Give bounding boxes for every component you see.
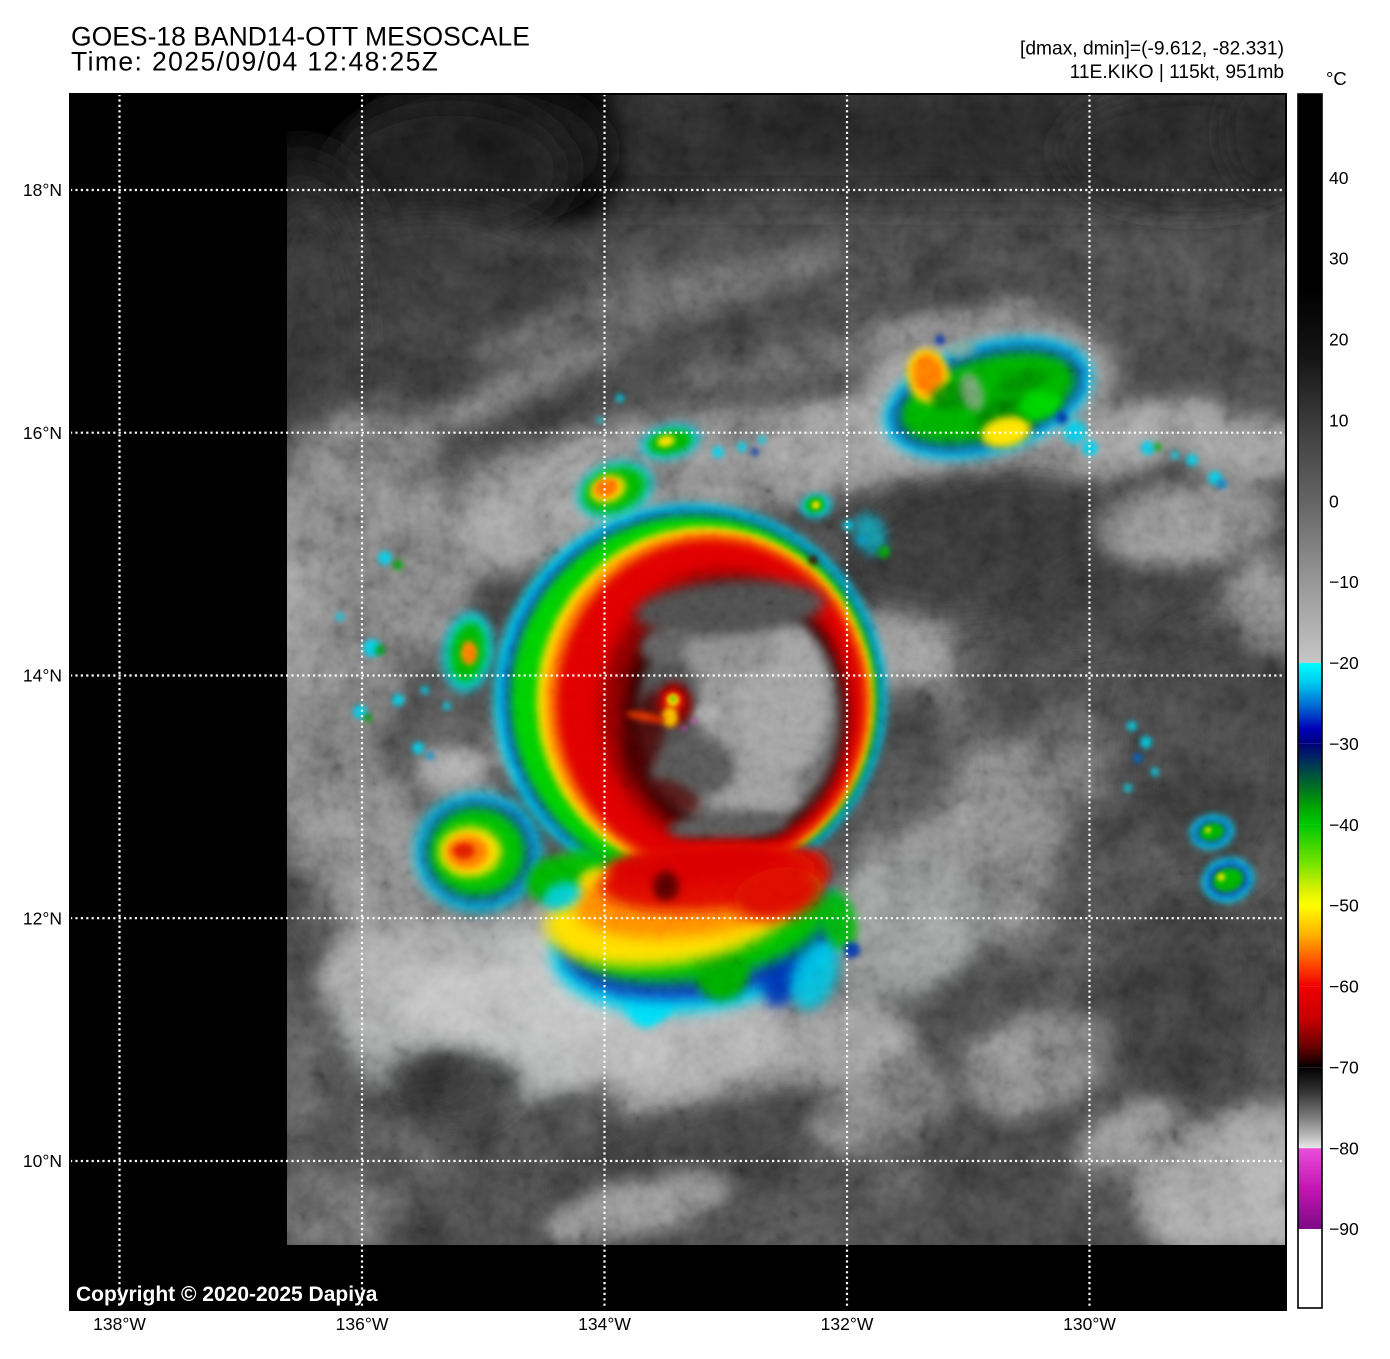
svg-text:0: 0 <box>1329 491 1339 511</box>
svg-text:Copyright © 2020-2025 Dapiya: Copyright © 2020-2025 Dapiya <box>76 1283 378 1306</box>
svg-text:138°W: 138°W <box>93 1314 146 1334</box>
svg-text:20: 20 <box>1329 330 1349 350</box>
svg-text:−20: −20 <box>1329 653 1359 673</box>
svg-text:−80: −80 <box>1329 1138 1359 1158</box>
svg-text:10°N: 10°N <box>23 1151 62 1171</box>
svg-text:12°N: 12°N <box>23 908 62 928</box>
svg-text:130°W: 130°W <box>1063 1314 1116 1334</box>
svg-text:11E.KIKO | 115kt, 951mb: 11E.KIKO | 115kt, 951mb <box>1070 62 1284 83</box>
svg-text:−90: −90 <box>1329 1219 1359 1239</box>
svg-text:136°W: 136°W <box>336 1314 389 1334</box>
svg-text:−30: −30 <box>1329 734 1359 754</box>
svg-text:10: 10 <box>1329 410 1349 430</box>
svg-text:18°N: 18°N <box>23 180 62 200</box>
svg-text:−50: −50 <box>1329 896 1359 916</box>
svg-text:−70: −70 <box>1329 1058 1359 1078</box>
svg-text:−10: −10 <box>1329 572 1359 592</box>
svg-text:−40: −40 <box>1329 815 1359 835</box>
svg-text:Time: 2025/09/04 12:48:25Z: Time: 2025/09/04 12:48:25Z <box>71 47 439 77</box>
svg-text:134°W: 134°W <box>578 1314 631 1334</box>
svg-text:GOES-18 BAND14-OTT MESOSCALE: GOES-18 BAND14-OTT MESOSCALE <box>71 22 530 52</box>
svg-text:40: 40 <box>1329 168 1349 188</box>
svg-text:°C: °C <box>1326 68 1347 89</box>
svg-text:132°W: 132°W <box>821 1314 874 1334</box>
svg-text:−60: −60 <box>1329 977 1359 997</box>
svg-text:16°N: 16°N <box>23 423 62 443</box>
svg-text:14°N: 14°N <box>23 666 62 686</box>
svg-text:30: 30 <box>1329 249 1349 269</box>
svg-text:[dmax, dmin]=(-9.612, -82.331): [dmax, dmin]=(-9.612, -82.331) <box>1020 39 1284 60</box>
